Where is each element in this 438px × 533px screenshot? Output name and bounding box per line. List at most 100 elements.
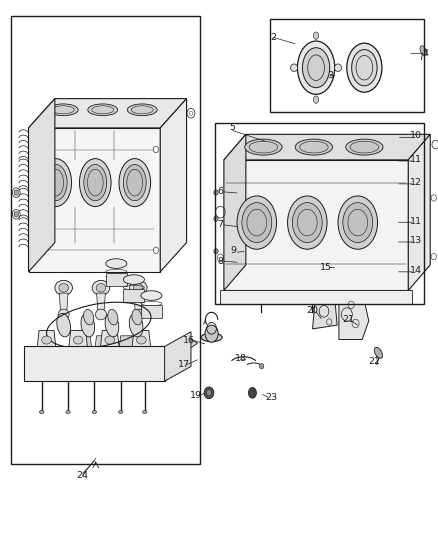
Ellipse shape [201,333,222,342]
Ellipse shape [127,104,157,116]
Ellipse shape [136,336,146,344]
Text: 21: 21 [342,316,354,324]
Ellipse shape [297,41,334,94]
Text: 13: 13 [409,237,421,245]
Ellipse shape [84,165,106,201]
Ellipse shape [206,390,211,396]
Polygon shape [106,273,127,287]
Ellipse shape [351,50,376,86]
Polygon shape [184,339,197,348]
Polygon shape [407,134,429,290]
Ellipse shape [58,309,69,320]
Ellipse shape [313,96,318,103]
Ellipse shape [132,309,144,320]
Ellipse shape [334,64,341,71]
Polygon shape [69,330,87,346]
Text: 17: 17 [177,360,189,369]
Bar [215,123,423,304]
Text: 6: 6 [217,188,223,196]
Ellipse shape [133,284,143,292]
Polygon shape [223,134,429,160]
Ellipse shape [129,280,147,295]
Ellipse shape [259,364,263,369]
Ellipse shape [213,248,218,254]
Text: 16: 16 [182,336,194,344]
Ellipse shape [241,203,271,243]
Bar [269,19,423,112]
Ellipse shape [105,313,119,337]
Bar [11,16,199,464]
Ellipse shape [14,190,18,195]
Ellipse shape [290,64,297,71]
Ellipse shape [142,410,147,414]
Ellipse shape [42,336,51,344]
Polygon shape [164,332,191,381]
Polygon shape [94,336,116,352]
Ellipse shape [83,309,94,325]
Text: 24: 24 [76,471,88,480]
Ellipse shape [419,46,425,55]
Ellipse shape [374,348,381,358]
Text: 5: 5 [229,124,235,132]
Ellipse shape [79,159,111,207]
Ellipse shape [81,313,95,337]
Polygon shape [100,330,119,346]
Ellipse shape [40,159,71,207]
Text: 2: 2 [269,33,276,42]
Polygon shape [37,330,56,346]
Ellipse shape [213,216,218,221]
Text: 4: 4 [422,49,428,58]
Ellipse shape [302,47,329,87]
Text: 14: 14 [409,266,421,275]
Text: 8: 8 [217,257,223,265]
Polygon shape [132,330,150,346]
Polygon shape [28,99,55,272]
Polygon shape [134,293,142,312]
Polygon shape [118,336,140,352]
Ellipse shape [292,203,321,243]
Ellipse shape [96,284,106,292]
Polygon shape [70,336,92,352]
Ellipse shape [345,139,382,155]
Polygon shape [59,293,68,312]
Ellipse shape [57,313,71,337]
Polygon shape [28,128,160,272]
Ellipse shape [105,336,114,344]
Text: 18: 18 [234,354,246,362]
Ellipse shape [39,410,44,414]
Ellipse shape [92,280,110,295]
Ellipse shape [73,336,83,344]
Polygon shape [28,99,186,128]
Ellipse shape [248,387,256,398]
Polygon shape [123,289,144,303]
Ellipse shape [237,196,276,249]
Text: 12: 12 [409,178,421,187]
Ellipse shape [66,410,70,414]
Text: 20: 20 [306,306,318,314]
Ellipse shape [123,165,146,201]
Ellipse shape [88,104,117,116]
Ellipse shape [118,410,123,414]
Ellipse shape [123,274,144,285]
Polygon shape [160,99,186,272]
Polygon shape [141,305,162,319]
Polygon shape [24,346,164,381]
Text: 15: 15 [319,263,331,272]
Ellipse shape [337,196,377,249]
Text: 19: 19 [189,391,201,400]
Text: 23: 23 [265,393,277,401]
Ellipse shape [313,32,318,39]
Ellipse shape [294,139,332,155]
Ellipse shape [14,212,18,217]
Ellipse shape [55,280,72,295]
Ellipse shape [59,284,68,292]
Ellipse shape [48,104,78,116]
Text: 7: 7 [217,221,223,229]
Ellipse shape [44,165,67,201]
Ellipse shape [213,190,218,195]
Ellipse shape [342,203,372,243]
Text: 11: 11 [409,156,421,164]
Polygon shape [220,290,411,304]
Ellipse shape [107,309,118,325]
Text: 9: 9 [230,246,236,255]
